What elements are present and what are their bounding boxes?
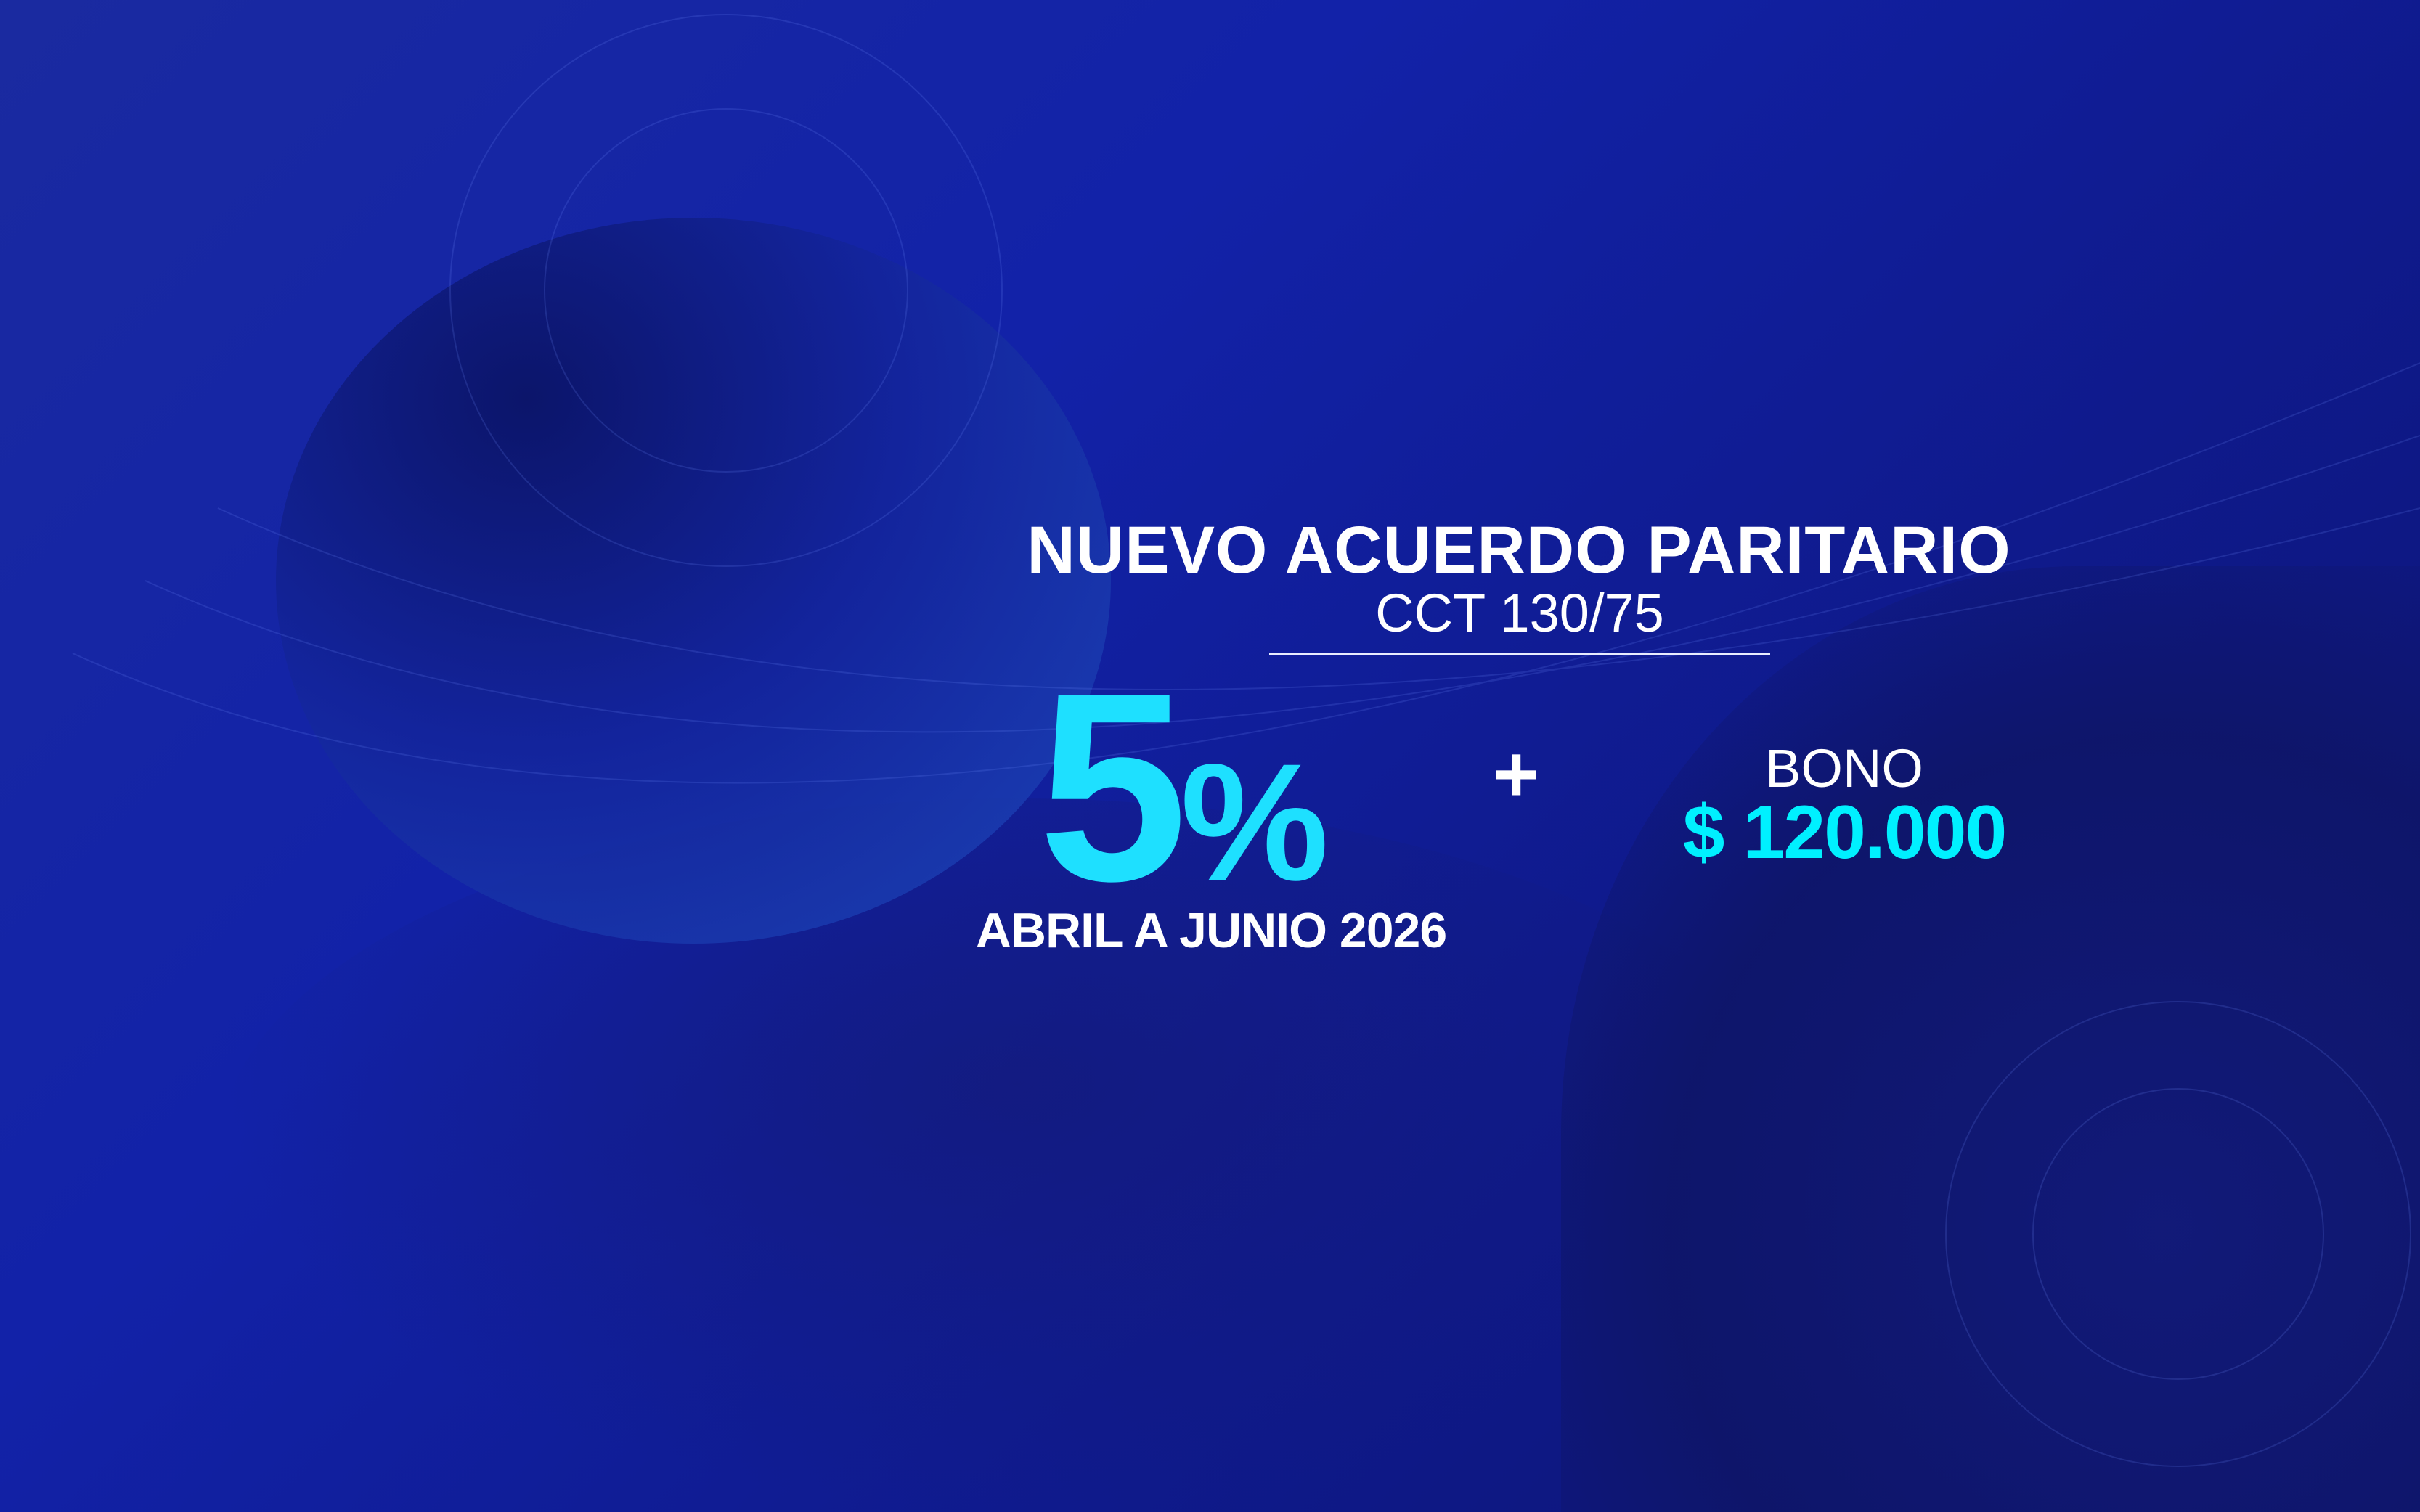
bonus-label: BONO: [1765, 738, 1923, 798]
percent-sign: %: [1180, 729, 1329, 915]
increase-value: 5: [1038, 637, 1188, 937]
background-sphere-right: [1561, 566, 2420, 1512]
agreement-code: CCT 130/75: [1375, 583, 1664, 643]
background-sphere: [276, 218, 1111, 944]
plus-sign: +: [1493, 730, 1540, 819]
increase-percent: 5%: [1038, 653, 1329, 922]
increase-period: ABRIL A JUNIO 2026: [975, 903, 1447, 958]
divider: [1269, 653, 1770, 655]
bonus-amount: $ 120.000: [1682, 790, 2008, 875]
headline: NUEVO ACUERDO PARITARIO: [1027, 513, 2011, 587]
